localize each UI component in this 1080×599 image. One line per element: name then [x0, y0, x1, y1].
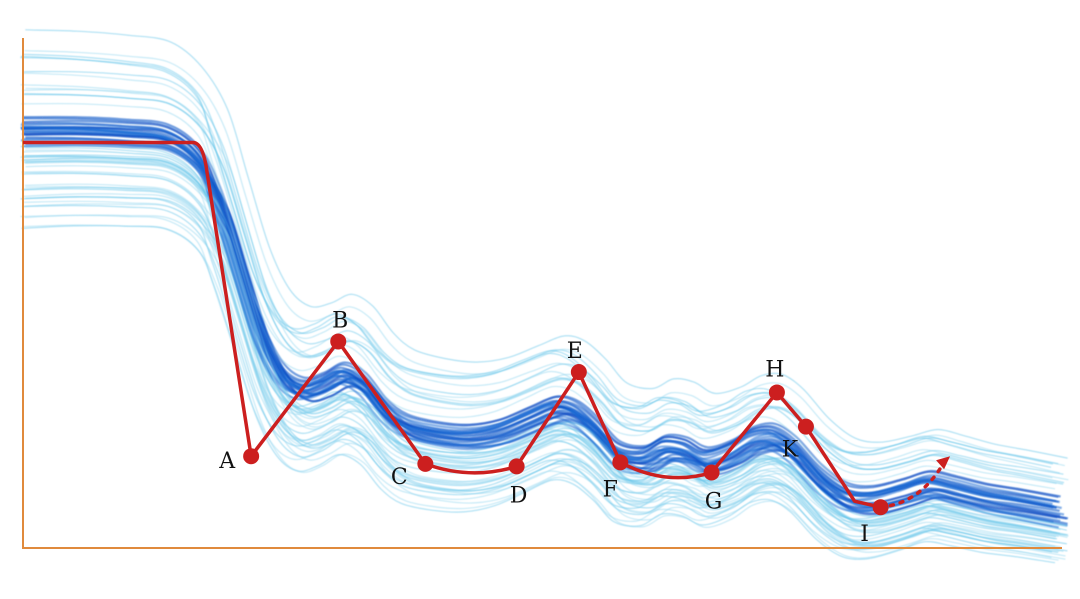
ensemble-curve — [25, 29, 1068, 459]
point-a — [243, 448, 260, 465]
ensemble-curve — [24, 50, 1065, 467]
point-c — [417, 455, 434, 472]
point-i — [872, 499, 889, 516]
ensemble-curve — [24, 214, 1066, 560]
trajectory-labels: A B C D E F G H K I — [218, 308, 869, 547]
point-label-b: B — [332, 308, 348, 333]
point-label-a: A — [218, 449, 236, 474]
ensemble-curve — [20, 214, 1052, 559]
ensemble-curve — [22, 154, 1058, 534]
point-h — [768, 384, 785, 401]
arrowhead — [936, 456, 951, 470]
trajectory-points — [243, 333, 889, 516]
ensemble-curve — [20, 55, 1054, 465]
ensemble-curve — [20, 156, 1052, 532]
point-g — [703, 464, 720, 481]
ensemble-curve — [24, 161, 1065, 536]
ensemble-curve — [22, 224, 1059, 561]
point-f — [612, 454, 629, 471]
ensemble-curve — [23, 130, 1062, 510]
ensemble-curve — [25, 195, 1068, 552]
point-label-c: C — [391, 465, 408, 490]
point-e — [570, 364, 587, 381]
point-label-k: K — [782, 438, 799, 463]
point-label-d: D — [510, 483, 528, 508]
point-d — [508, 458, 525, 475]
ensemble-curve — [24, 183, 1067, 546]
ensemble-band — [20, 29, 1069, 564]
point-label-h: H — [765, 357, 784, 382]
point-b — [330, 333, 347, 350]
ensemble-curve — [20, 127, 1054, 509]
point-label-f: F — [603, 477, 618, 502]
ensemble-curve — [22, 125, 1061, 504]
point-label-e: E — [567, 339, 583, 364]
ensemble-curve — [20, 196, 1053, 553]
trajectory-path — [23, 140, 951, 509]
ensemble-curve — [23, 93, 1064, 485]
ensemble-curve — [22, 193, 1060, 552]
trajectory-line — [23, 140, 881, 509]
point-label-g: G — [705, 490, 723, 515]
ensemble-curve — [20, 138, 1054, 524]
ensemble-curve — [25, 165, 1069, 537]
ensemble-curve — [24, 129, 1065, 516]
ensemble-curve — [22, 131, 1061, 517]
point-label-i: I — [860, 522, 869, 547]
point-k — [797, 418, 814, 435]
ensemble-curve — [23, 188, 1062, 548]
ensemble-curve — [21, 188, 1056, 547]
trajectory-continuation — [878, 460, 946, 509]
